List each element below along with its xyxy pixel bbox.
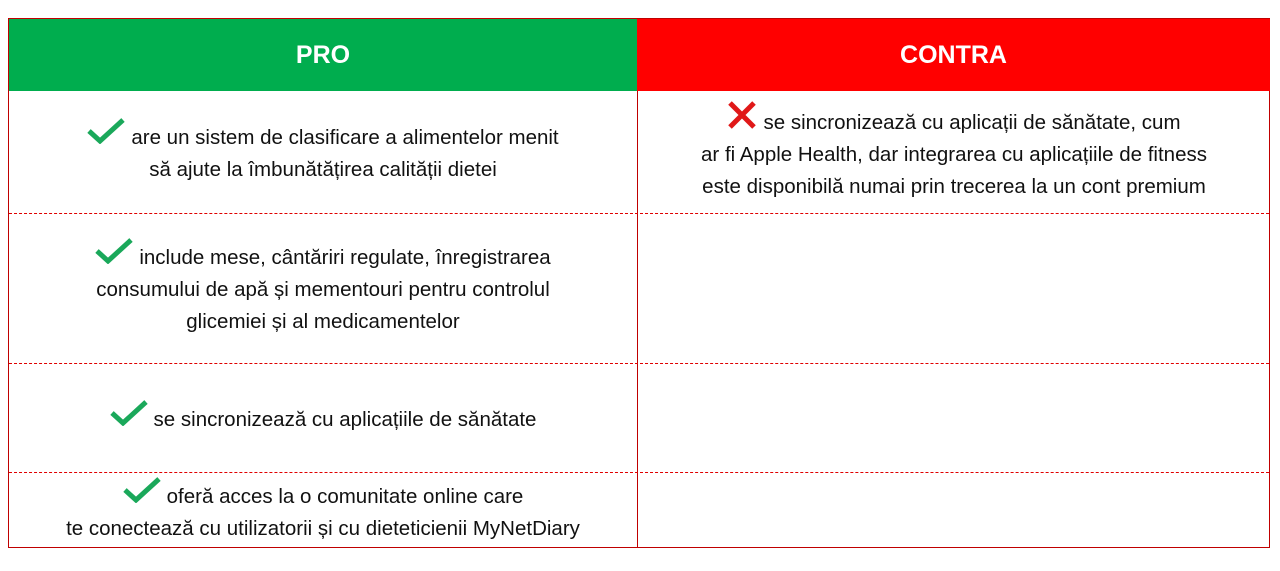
pro-text-line: oferă acces la o comunitate online care — [166, 485, 524, 509]
pro-text-line: are un sistem de clasificare a alimentel… — [131, 126, 559, 150]
check-icon — [87, 118, 126, 154]
contra-cell — [638, 213, 1270, 363]
pro-text-line: include mese, cântăriri regulate, înregi… — [139, 246, 551, 270]
pro-text-line: glicemiei și al medicamentelor — [186, 309, 460, 333]
check-icon — [95, 238, 134, 274]
pro-text-line: consumului de apă și mementouri pentru c… — [96, 278, 550, 302]
check-icon — [109, 399, 148, 436]
pro-text-line: se sincronizează cu aplicațiile de sănăt… — [153, 407, 537, 431]
row-divider — [9, 363, 1269, 364]
row-divider — [9, 213, 1269, 214]
pro-contra-table: PRO CONTRA are un sistem de clasificare … — [8, 18, 1270, 548]
check-icon — [122, 477, 161, 513]
pro-cell: se sincronizează cu aplicațiile de sănăt… — [9, 363, 637, 472]
pro-cell: include mese, cântăriri regulate, înregi… — [9, 213, 637, 363]
contra-cell — [638, 472, 1270, 550]
row-divider — [9, 472, 1269, 473]
pro-cell: oferă acces la o comunitate online care t… — [9, 472, 637, 550]
pro-text-line: să ajute la îmbunătățirea calității diet… — [149, 158, 497, 181]
pro-cell: are un sistem de clasificare a alimentel… — [9, 91, 637, 213]
contra-text-line: ar fi Apple Health, dar integrarea cu ap… — [701, 143, 1207, 167]
pro-header: PRO — [9, 19, 637, 91]
contra-text-line: este disponibilă numai prin trecerea la … — [702, 174, 1206, 198]
contra-text-line: se sincronizează cu aplicații de sănătat… — [763, 111, 1181, 135]
cross-icon — [727, 101, 757, 139]
pro-text-line: te conectează cu utilizatorii și cu diet… — [66, 517, 580, 540]
contra-header: CONTRA — [637, 19, 1270, 91]
column-divider — [637, 91, 638, 547]
contra-cell: se sincronizează cu aplicații de sănătat… — [638, 91, 1270, 213]
contra-cell — [638, 363, 1270, 472]
